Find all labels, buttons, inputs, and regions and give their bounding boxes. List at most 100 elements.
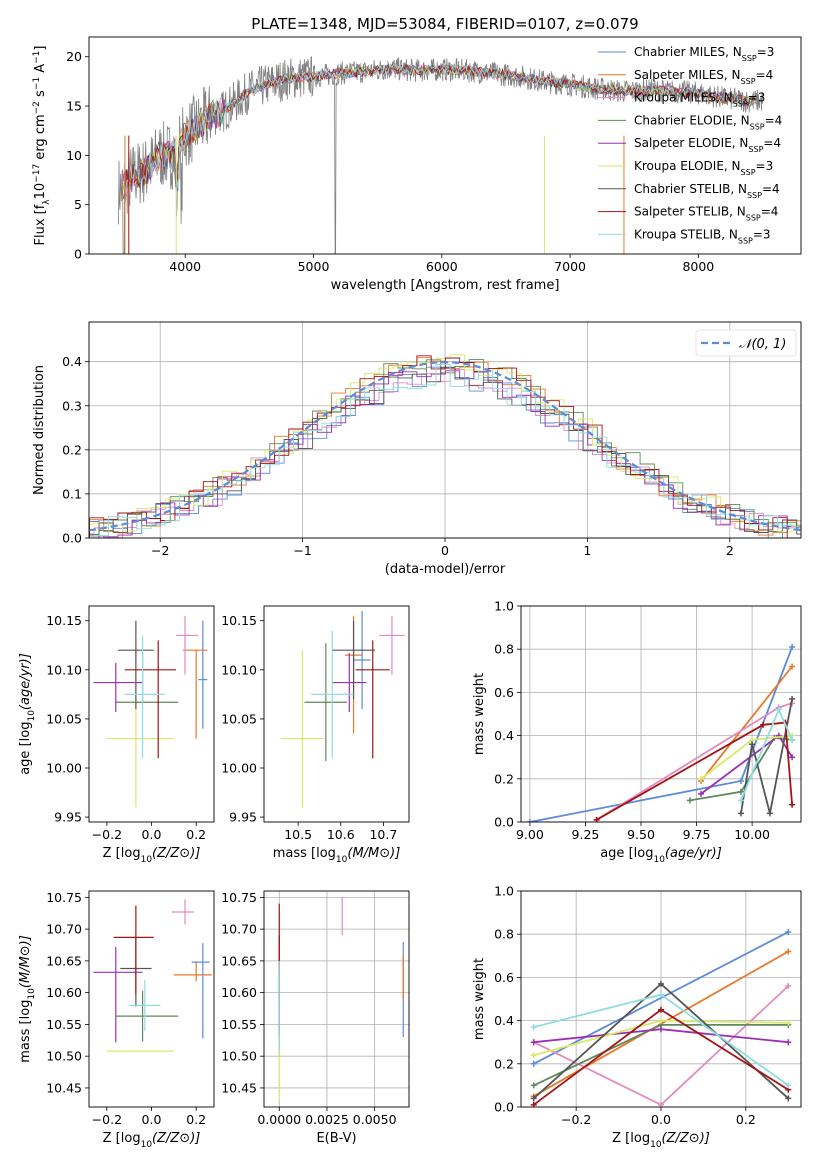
legend-value: =4 bbox=[756, 68, 774, 82]
x-tick-label: −1 bbox=[293, 543, 311, 558]
weight-point bbox=[760, 721, 767, 728]
y-tick-label: 10.75 bbox=[221, 890, 257, 905]
label-part: −17 bbox=[32, 164, 42, 183]
y-tick-label: 5 bbox=[74, 197, 82, 212]
y-tick-label: 1.0 bbox=[494, 599, 514, 614]
y-tick-label: 10.50 bbox=[221, 1049, 257, 1064]
spectrum-data-line bbox=[118, 56, 763, 254]
label-sub: 10 bbox=[141, 1140, 153, 1150]
x-tick-label: −0.2 bbox=[561, 1112, 591, 1127]
x-axis-label: mass [log10(M/M⊙)] bbox=[273, 846, 401, 865]
y-tick-label: 10.00 bbox=[221, 761, 257, 776]
y-tick-label: 10.10 bbox=[221, 662, 257, 677]
x-tick-label: 10.5 bbox=[284, 827, 312, 842]
label-part: (Z/Z⊙)] bbox=[152, 846, 200, 861]
x-tick-label: 0 bbox=[441, 543, 449, 558]
residual-histogram bbox=[89, 366, 801, 538]
residuals-panel: −2 −1 0 1 2 0.0 0.1 0.2 0.3 0.4 (data-model)/error… bbox=[32, 321, 802, 577]
y-tick-label: 0.0 bbox=[494, 815, 514, 830]
residual-histogram bbox=[89, 355, 801, 538]
plot-area bbox=[526, 644, 796, 822]
legend-sub: SSP bbox=[746, 213, 761, 222]
weight-point bbox=[530, 1039, 537, 1046]
label-sub: 10 bbox=[653, 855, 665, 865]
legend-entry: Salpeter MILES, NSSP=4 bbox=[634, 68, 773, 86]
model-spectrum-line bbox=[121, 64, 757, 198]
weight-point bbox=[789, 754, 796, 761]
y-tick-label: 10.05 bbox=[46, 711, 82, 726]
y-tick-label: 0.0 bbox=[62, 531, 82, 546]
legend-sub: SSP bbox=[748, 145, 763, 154]
legend-name: Kroupa STELIB, N bbox=[634, 227, 738, 241]
x-tick-label: 1 bbox=[583, 543, 591, 558]
y-tick-label: 0.4 bbox=[494, 728, 514, 743]
mass-weight-line bbox=[740, 707, 793, 801]
mass-weight-line bbox=[700, 665, 793, 782]
weight-point bbox=[530, 1060, 537, 1067]
weight-point bbox=[658, 1017, 664, 1024]
legend-name: Salpeter MILES, N bbox=[634, 68, 741, 82]
label-sub: 10 bbox=[336, 855, 348, 865]
legend-label: 𝒩(0, 1) bbox=[739, 337, 786, 352]
axes-frame bbox=[88, 36, 802, 255]
label-part: (age/yr)] bbox=[665, 846, 722, 861]
label-part: Flux [f bbox=[33, 204, 48, 245]
x-tick-label: 9.00 bbox=[516, 827, 544, 842]
label-part: mass [ bbox=[18, 1019, 33, 1062]
y-tick-label: 10.00 bbox=[46, 761, 82, 776]
y-tick-label: 20 bbox=[66, 49, 82, 64]
label-part: Z [ bbox=[103, 1131, 121, 1146]
x-tick-label: 9.75 bbox=[683, 827, 711, 842]
weight-vs-age-panel: 9.00 9.25 9.50 9.75 10.00 0.0 0.2 0.4 0.6 0.8 1.0 a… bbox=[472, 599, 802, 865]
x-tick-label: 0.0025 bbox=[305, 1112, 349, 1127]
y-tick-label: 10.50 bbox=[46, 1049, 82, 1064]
x-tick-label: 0.2 bbox=[736, 1112, 756, 1127]
y-tick-label: 10.05 bbox=[221, 711, 257, 726]
x-tick-label: 4000 bbox=[169, 259, 201, 274]
y-tick-label: 10.60 bbox=[221, 985, 257, 1000]
x-tick-label: −0.2 bbox=[92, 827, 122, 842]
mass-weight-line bbox=[596, 721, 793, 821]
x-axis-label: Z [log10(Z/Z⊙)] bbox=[612, 1131, 710, 1150]
weight-point bbox=[530, 1082, 537, 1089]
plot-area bbox=[93, 615, 208, 808]
label-part: log bbox=[630, 1131, 650, 1146]
legend-value: =3 bbox=[753, 227, 771, 241]
y-tick-label: 0.1 bbox=[62, 486, 82, 501]
legend-name: Kroupa ELODIE, N bbox=[634, 159, 741, 173]
legend-value: =4 bbox=[761, 205, 779, 219]
y-tick-label: 0.6 bbox=[494, 970, 514, 985]
y-tick-label: 15 bbox=[66, 99, 82, 114]
model-spectrum-line bbox=[121, 63, 755, 195]
weight-point bbox=[738, 788, 744, 795]
label-part: log bbox=[121, 1131, 141, 1146]
model-spectrum-line bbox=[123, 63, 756, 194]
weight-point bbox=[658, 980, 664, 987]
y-tick-label: 10.45 bbox=[46, 1080, 82, 1095]
legend-box bbox=[695, 329, 797, 357]
mass-vs-EBV-panel: 0.0000 0.0025 0.0050 10.45 10.50 10.55 10.60 10… bbox=[221, 890, 410, 1146]
label-part: (M/M⊙)] bbox=[347, 846, 400, 861]
legend-sub: SSP bbox=[742, 54, 757, 63]
y-tick-label: 1.0 bbox=[494, 884, 514, 899]
mass-vs-Z-panel: −0.2 0.0 0.2 10.45 10.50 10.55 10.60 10.65 10.70… bbox=[18, 890, 215, 1150]
y-tick-label: 10.55 bbox=[221, 1017, 257, 1032]
x-axis-label: Z [log10(Z/Z⊙)] bbox=[103, 1131, 201, 1150]
x-tick-label: 9.50 bbox=[627, 827, 655, 842]
y-tick-label: 10.70 bbox=[221, 922, 257, 937]
y-tick-label: 0.2 bbox=[62, 442, 82, 457]
weight-point bbox=[738, 810, 744, 817]
legend-value: =4 bbox=[765, 113, 783, 127]
legend-sub: SSP bbox=[738, 236, 753, 245]
x-tick-label: 0.0050 bbox=[353, 1112, 397, 1127]
label-part: age [ bbox=[18, 741, 33, 774]
label-part: −1 bbox=[32, 77, 42, 90]
weight-point bbox=[698, 790, 704, 797]
label-part: log bbox=[121, 846, 141, 861]
x-tick-label: 0.2 bbox=[186, 1112, 206, 1127]
weight-point bbox=[658, 1006, 664, 1013]
axes-frame bbox=[88, 605, 215, 823]
y-axis-label: Normed distribution bbox=[32, 365, 47, 495]
label-part: log bbox=[316, 846, 336, 861]
